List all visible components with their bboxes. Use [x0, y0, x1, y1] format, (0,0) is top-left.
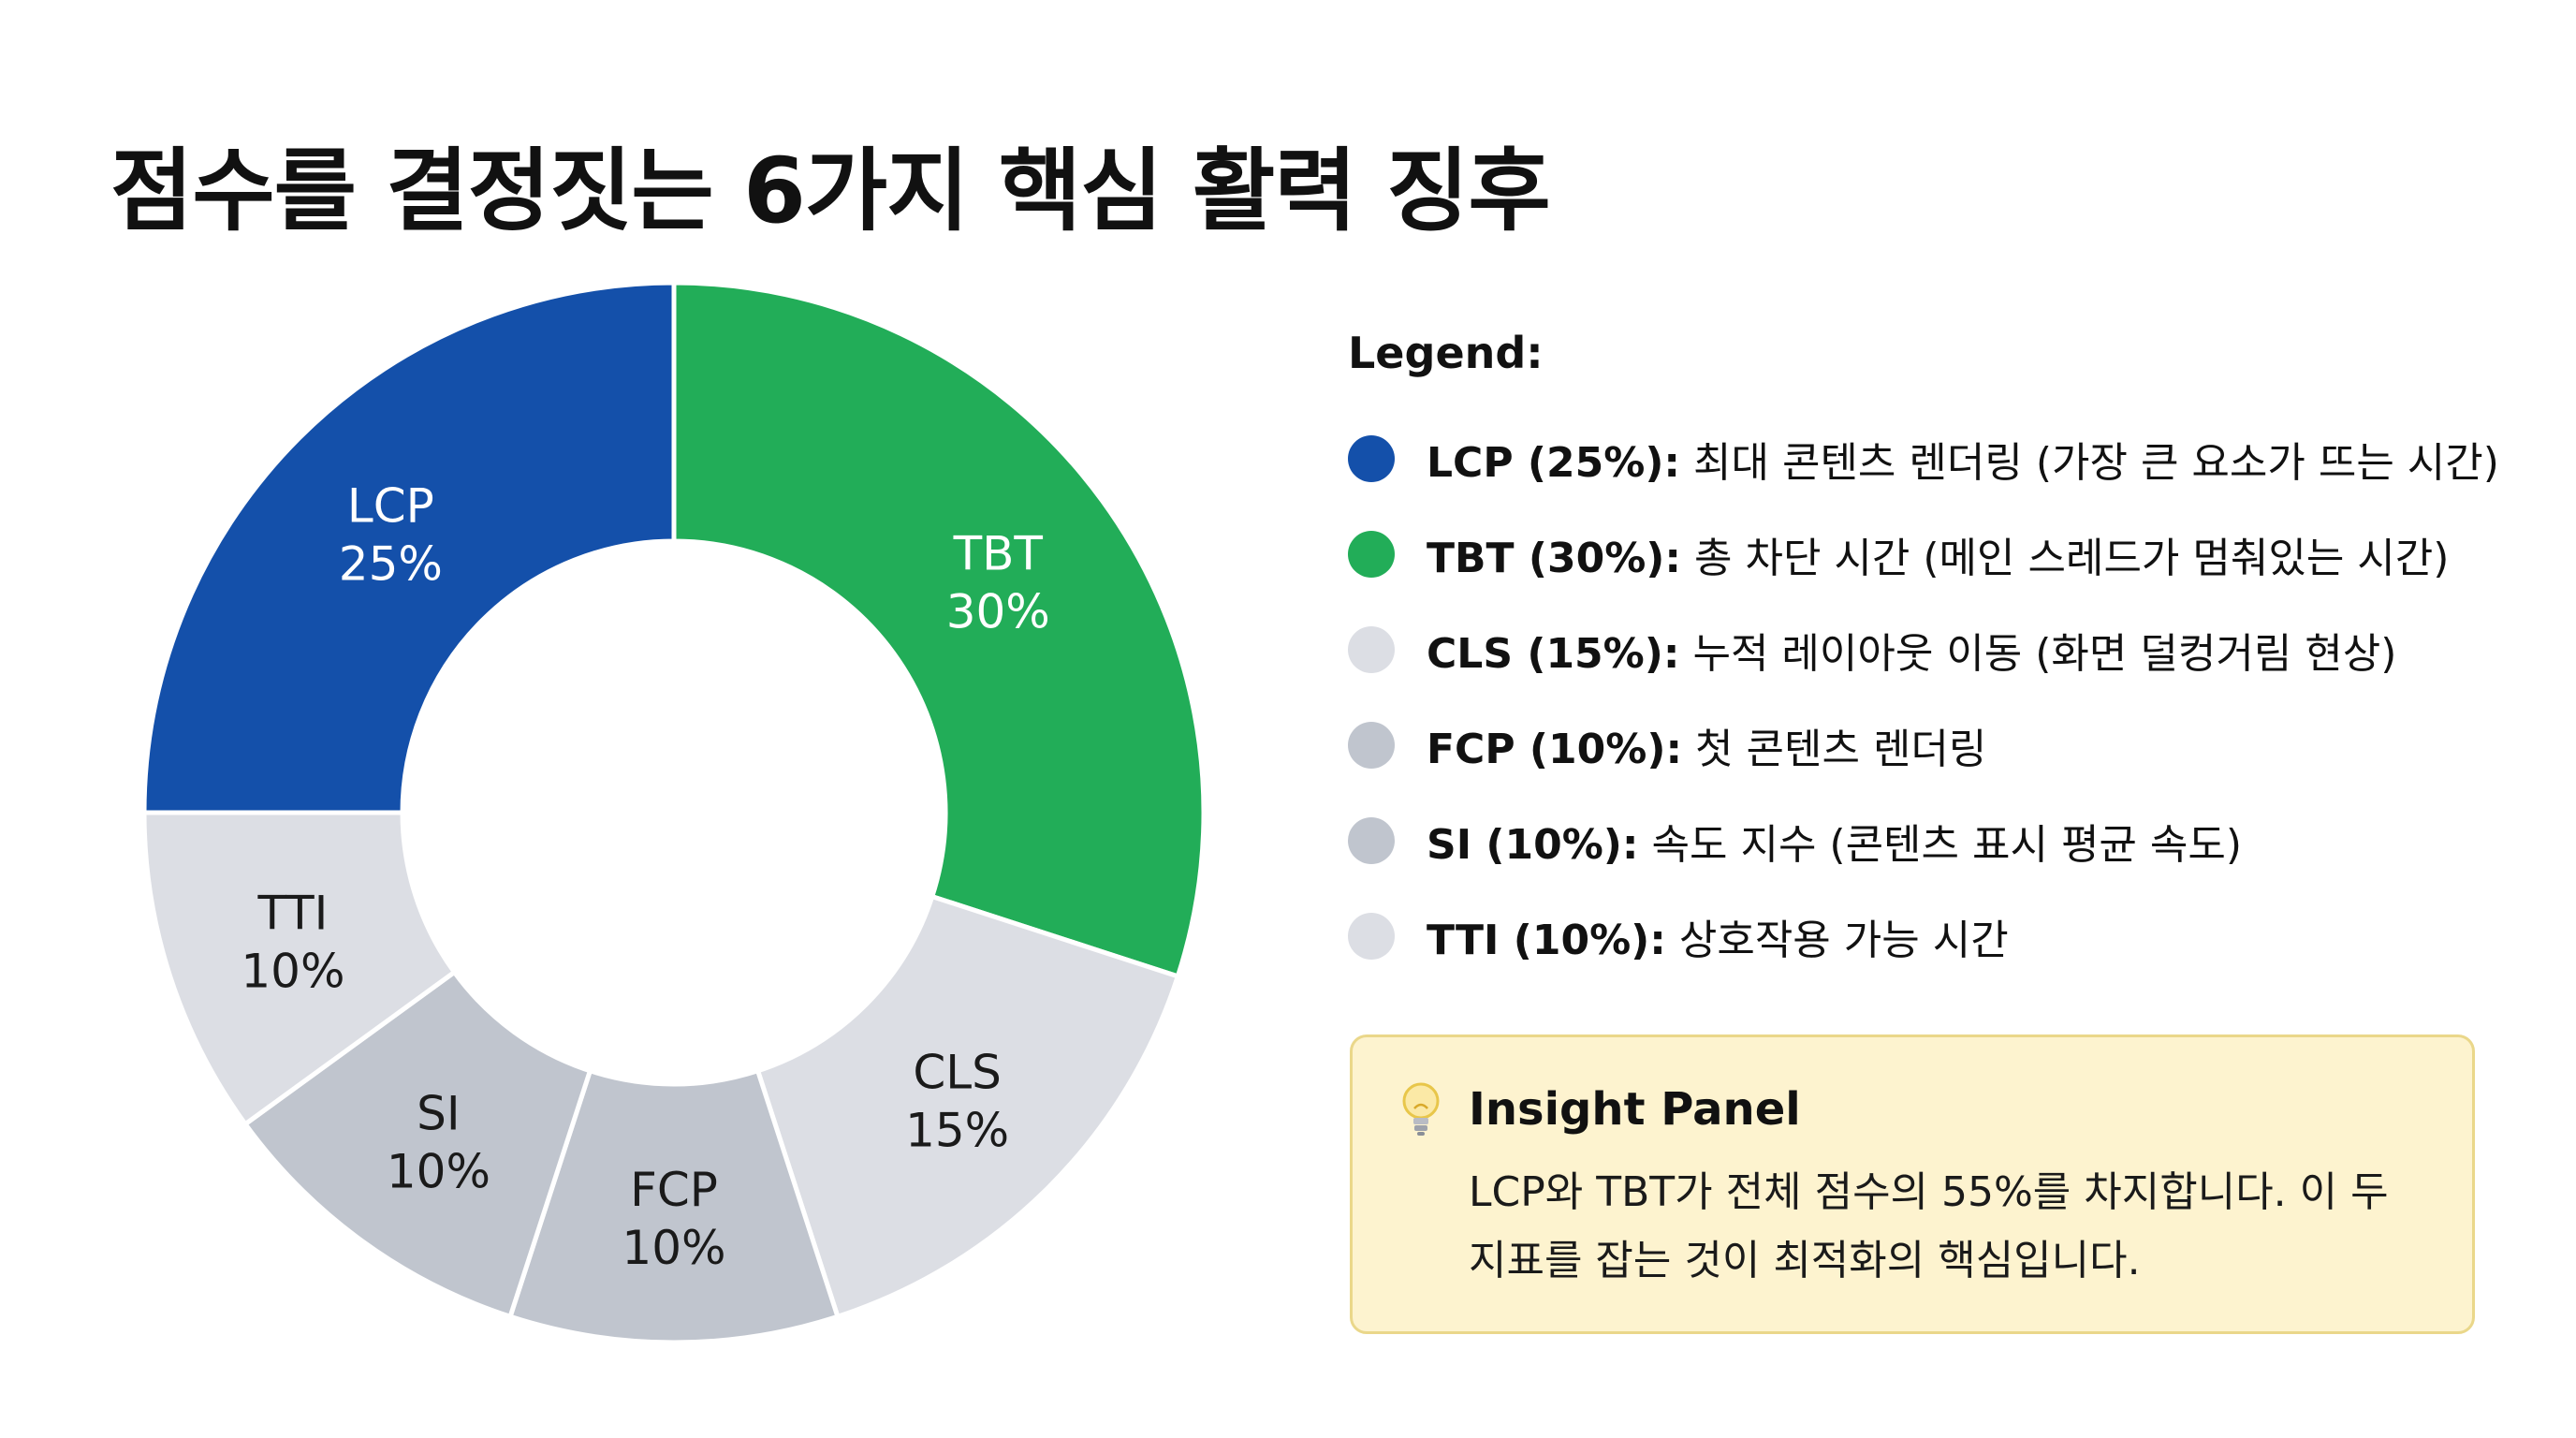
slice-label-key: FCP	[630, 1163, 718, 1217]
slice-label-cls: CLS 15%	[905, 1046, 1009, 1158]
slice-label-key: SI	[417, 1086, 460, 1140]
legend-key: FCP (10%):	[1427, 726, 1683, 774]
slice-label-lcp: LCP 25%	[339, 478, 443, 591]
legend-swatch-fcp	[1348, 722, 1395, 770]
legend-desc: 속도 지수 (콘텐츠 표시 평균 속도)	[1651, 821, 2243, 870]
legend-item-si: SI (10%): 속도 지수 (콘텐츠 표시 평균 속도)	[1348, 793, 2565, 888]
legend-swatch-cls	[1348, 626, 1395, 674]
slice-label-tti: TTI 10%	[241, 886, 344, 998]
legend-item-lcp: LCP (25%): 최대 콘텐츠 렌더링 (가장 큰 요소가 뜨는 시간)	[1348, 411, 2565, 506]
slice-label-si: SI 10%	[387, 1086, 490, 1198]
legend-desc: 최대 콘텐츠 렌더링 (가장 큰 요소가 뜨는 시간)	[1693, 439, 2499, 488]
legend-swatch-si	[1348, 817, 1395, 865]
donut-slice-tti	[141, 810, 458, 1128]
legend-key: TBT (30%):	[1427, 535, 1682, 583]
insight-line: LCP와 TBT가 전체 점수의 55%를 차지합니다. 이 두	[1469, 1168, 2389, 1216]
slice-label-key: LCP	[347, 478, 434, 533]
legend-desc: 상호작용 가능 시간	[1678, 917, 2009, 965]
page-title: 점수를 결정짓는 6가지 핵심 활력 징후	[110, 139, 1551, 244]
donut-slice-fcp	[506, 1067, 842, 1345]
legend-swatch-lcp	[1348, 435, 1395, 483]
legend-swatch-tti	[1348, 913, 1395, 961]
legend-key: LCP (25%):	[1427, 439, 1681, 488]
legend-desc: 누적 레이아웃 이동 (화면 덜컹거림 현상)	[1692, 630, 2397, 679]
legend-key: SI (10%):	[1427, 821, 1639, 870]
slice-label-key: CLS	[913, 1046, 1002, 1100]
insight-title: Insight Panel	[1469, 1083, 1801, 1136]
donut-slice-cls	[754, 893, 1181, 1320]
legend: Legend: LCP (25%): 최대 콘텐츠 렌더링 (가장 큰 요소가 …	[1348, 328, 2565, 984]
lightbulb-icon	[1402, 1082, 1440, 1136]
insight-line: 지표를 잡는 것이 최적화의 핵심입니다.	[1469, 1236, 2141, 1284]
legend-item-cls: CLS (15%): 누적 레이아웃 이동 (화면 덜컹거림 현상)	[1348, 602, 2565, 697]
legend-item-fcp: FCP (10%): 첫 콘텐츠 렌더링	[1348, 697, 2565, 793]
slice-label-pct: 30%	[946, 584, 1050, 638]
slice-label-pct: 10%	[387, 1144, 490, 1198]
slice-label-pct: 10%	[241, 944, 344, 998]
insight-header: Insight Panel	[1399, 1080, 2435, 1138]
legend-item-tti: TTI (10%): 상호작용 가능 시간	[1348, 888, 2565, 984]
legend-desc: 총 차단 시간 (메인 스레드가 멈춰있는 시간)	[1694, 535, 2450, 583]
donut-slice-tbt	[671, 280, 1207, 980]
donut-slice-si	[242, 968, 593, 1320]
slice-label-pct: 25%	[339, 536, 443, 591]
donut-chart: TBT 30%CLS 15%FCP 10%SI 10%TTI 10%LCP 25%	[141, 280, 1207, 1345]
insight-body: LCP와 TBT가 전체 점수의 55%를 차지합니다. 이 두 지표를 잡는 …	[1469, 1159, 2435, 1295]
slice-label-pct: 15%	[905, 1104, 1009, 1158]
slice-label-key: TBT	[953, 526, 1044, 580]
legend-desc: 첫 콘텐츠 렌더링	[1695, 726, 1987, 774]
legend-key: CLS (15%):	[1427, 630, 1680, 679]
slice-label-fcp: FCP 10%	[622, 1163, 725, 1275]
legend-title: Legend:	[1348, 328, 1544, 378]
legend-swatch-tbt	[1348, 531, 1395, 579]
insight-panel: Insight Panel LCP와 TBT가 전체 점수의 55%를 차지합니…	[1350, 1034, 2475, 1334]
legend-item-tbt: TBT (30%): 총 차단 시간 (메인 스레드가 멈춰있는 시간)	[1348, 506, 2565, 602]
legend-key: TTI (10%):	[1427, 917, 1666, 965]
donut-slice-lcp	[141, 280, 677, 815]
slice-label-key: TTI	[256, 886, 328, 940]
slice-label-pct: 10%	[622, 1221, 725, 1275]
slice-label-tbt: TBT 30%	[946, 526, 1050, 638]
